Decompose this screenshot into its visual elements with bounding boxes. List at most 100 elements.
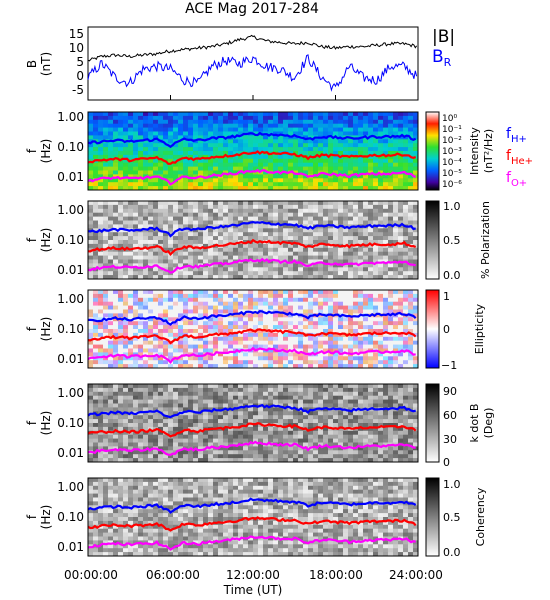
spectrogram-cell	[348, 251, 354, 256]
spectrogram-cell	[103, 419, 109, 424]
spectrogram-cell	[393, 301, 399, 306]
spectrogram-cell	[153, 348, 159, 353]
spectrogram-cell	[198, 391, 204, 396]
spectrogram-cell	[298, 232, 304, 237]
spectrogram-cell	[278, 267, 284, 272]
spectrogram-cell	[328, 305, 334, 310]
spectrogram-cell	[303, 201, 309, 206]
spectrogram-cell	[298, 458, 304, 463]
spectrogram-cell	[398, 332, 404, 338]
spectrogram-cell	[363, 123, 369, 128]
spectrogram-cell	[138, 201, 144, 206]
spectrogram-cell	[158, 240, 164, 245]
spectrogram-cell	[158, 293, 164, 299]
spectrogram-cell	[213, 115, 219, 121]
spectrogram-cell	[113, 325, 119, 330]
spectrogram-cell	[288, 224, 294, 229]
spectrogram-cell	[198, 419, 204, 424]
spectrogram-cell	[373, 356, 379, 361]
spectrogram-cell	[368, 131, 374, 136]
spectrogram-cell	[203, 399, 209, 404]
spectrogram-cell	[208, 290, 214, 295]
spectrogram-cell	[283, 407, 289, 412]
spectrogram-cell	[88, 434, 94, 439]
spectrogram-cell	[173, 251, 179, 256]
spectrogram-cell	[118, 309, 124, 314]
spectrogram-cell	[183, 309, 189, 314]
spectrogram-cell	[383, 259, 389, 264]
spectrogram-cell	[188, 411, 194, 416]
spectrogram-cell	[93, 251, 99, 256]
spectrogram-cell	[173, 236, 179, 241]
spectrogram-cell	[413, 204, 419, 210]
spectrogram-cell	[333, 112, 339, 117]
spectrogram-cell	[118, 182, 124, 187]
spectrogram-cell	[283, 340, 289, 345]
spectrogram-cell	[413, 271, 419, 276]
spectrogram-cell	[363, 170, 369, 175]
spectrogram-cell	[93, 208, 99, 213]
spectrogram-cell	[333, 123, 339, 128]
spectrogram-cell	[93, 313, 99, 318]
spectrogram-cell	[123, 309, 129, 314]
spectrogram-cell	[173, 216, 179, 221]
spectrogram-cell	[188, 329, 194, 334]
spectrogram-cell	[293, 415, 299, 420]
spectrogram-cell	[138, 220, 144, 225]
spectrogram-cell	[113, 204, 119, 210]
spectrogram-cell	[333, 275, 339, 280]
spectrogram-cell	[103, 208, 109, 213]
spectrogram-cell	[183, 384, 189, 389]
spectrogram-cell	[138, 458, 144, 463]
spectrogram-cell	[308, 271, 314, 276]
spectrogram-cell	[268, 271, 274, 276]
spectrogram-cell	[183, 325, 189, 330]
spectrogram-cell	[138, 127, 144, 132]
spectrogram-cell	[138, 340, 144, 345]
spectrogram-cell	[123, 415, 129, 420]
spectrogram-cell	[98, 321, 104, 326]
spectrogram-cell	[118, 419, 124, 424]
spectrogram-cell	[393, 158, 399, 163]
spectrogram-cell	[403, 154, 409, 160]
spectrogram-cell	[218, 305, 224, 310]
spectrogram-cell	[153, 119, 159, 124]
spectrogram-cell	[353, 228, 359, 233]
spectrogram-cell	[268, 364, 274, 369]
spectrogram-cell	[268, 297, 274, 302]
spectrogram-cell	[408, 340, 414, 345]
spectrogram-cell	[293, 204, 299, 210]
spectrogram-cell	[218, 438, 224, 443]
spectrogram-cell	[218, 387, 224, 393]
spectrogram-cell	[163, 255, 169, 260]
spectrogram-cell	[253, 446, 259, 451]
panel-frame	[87, 289, 419, 369]
spectrogram-cell	[168, 301, 174, 306]
spectrogram-cell	[358, 329, 364, 334]
spectrogram-cell	[313, 267, 319, 272]
spectrogram-cell	[158, 247, 164, 252]
spectrogram-cell	[138, 442, 144, 447]
spectrogram-cell	[213, 423, 219, 428]
spectrogram-cell	[243, 147, 249, 152]
spectrogram-cell	[168, 139, 174, 144]
spectrogram-cell	[303, 135, 309, 140]
spectrogram-cell	[308, 364, 314, 369]
spectrogram-cell	[313, 317, 319, 322]
spectrogram-cell	[253, 243, 259, 249]
spectrogram-cell	[223, 186, 229, 191]
spectrogram-cell	[93, 301, 99, 306]
spectrogram-cell	[203, 438, 209, 443]
spectrogram-cell	[288, 271, 294, 276]
spectrogram-cell	[188, 251, 194, 256]
spectrogram-cell	[148, 391, 154, 396]
spectrogram-cell	[178, 325, 184, 330]
spectrogram-cell	[113, 178, 119, 183]
spectrogram-cell	[333, 352, 339, 357]
spectrogram-cell	[203, 403, 209, 408]
spectrogram-cell	[168, 411, 174, 416]
spectrogram-cell	[238, 364, 244, 369]
spectrogram-cell	[228, 201, 234, 206]
spectrogram-cell	[323, 204, 329, 210]
spectrogram-cell	[288, 399, 294, 404]
